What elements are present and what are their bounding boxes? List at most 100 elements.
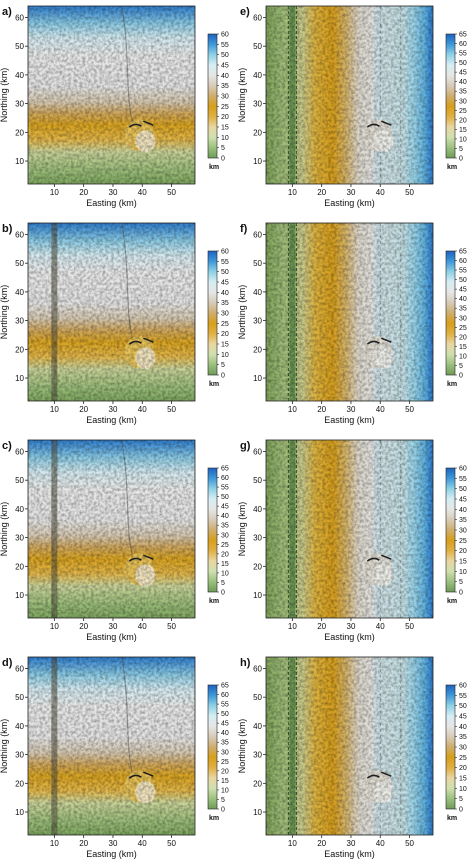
- colorbar-tick-label: 30: [221, 311, 229, 318]
- colorbar: [445, 467, 456, 593]
- y-axis-label: Northing (km): [237, 502, 247, 557]
- y-tick-label: 50: [253, 42, 262, 51]
- panel-label: c): [2, 440, 12, 452]
- colorbar-tick-label: 5: [459, 796, 463, 803]
- y-tick-label: 30: [253, 534, 262, 543]
- y-tick-label: 40: [15, 288, 24, 297]
- colorbar-tick-label: 15: [459, 127, 467, 134]
- panel-label: g): [240, 440, 251, 452]
- colorbar-tick-label: 50: [459, 277, 467, 284]
- colorbar-tick-label: 20: [459, 334, 467, 341]
- y-tick-label: 30: [253, 100, 262, 109]
- colorbar-tick-label: 50: [459, 703, 467, 710]
- colorbar-tick-label: 55: [459, 693, 467, 700]
- y-tick-label: 20: [15, 128, 24, 137]
- colorbar-tick-label: 5: [459, 146, 463, 153]
- colorbar-tick-label: 45: [459, 70, 467, 77]
- colorbar-tick-label: 45: [459, 287, 467, 294]
- colorbar-tick-label: 20: [459, 548, 467, 555]
- colorbar-tick-label: 15: [459, 776, 467, 783]
- colorbar-tick-label: 35: [221, 523, 229, 530]
- colorbar-tick-label: 5: [459, 363, 463, 370]
- x-tick-label: 20: [317, 839, 326, 848]
- y-tick-label: 50: [15, 259, 24, 268]
- colorbar-tick-label: 55: [459, 51, 467, 58]
- hillshade-texture: [266, 223, 433, 401]
- x-tick-label: 50: [167, 405, 176, 414]
- y-tick-label: 10: [15, 808, 24, 817]
- colorbar-tick-label: 0: [459, 156, 463, 163]
- colorbar-tick-label: 15: [221, 342, 229, 349]
- y-tick-label: 30: [15, 100, 24, 109]
- x-tick-label: 40: [376, 622, 385, 631]
- x-tick-label: 50: [405, 188, 414, 197]
- colorbar-tick-label: 45: [459, 497, 467, 504]
- colorbar-tick-label: 55: [221, 259, 229, 266]
- colorbar: [207, 250, 218, 376]
- colorbar-tick-label: 25: [459, 755, 467, 762]
- colorbar-tick-label: 65: [459, 249, 467, 256]
- y-tick-label: 40: [253, 288, 262, 297]
- colorbar-tick-label: 10: [221, 135, 229, 142]
- x-tick-label: 10: [288, 622, 297, 631]
- colorbar-tick-label: 0: [459, 807, 463, 814]
- map-area: [266, 440, 433, 618]
- colorbar: [207, 684, 218, 810]
- x-tick-label: 20: [79, 622, 88, 631]
- y-axis-label: Northing (km): [237, 285, 247, 340]
- colorbar-tick-label: 60: [459, 466, 467, 473]
- colorbar-tick-label: 10: [459, 786, 467, 793]
- colorbar-unit: km: [447, 815, 457, 822]
- colorbar-tick-label: 60: [459, 41, 467, 48]
- x-tick-label: 30: [347, 405, 356, 414]
- colorbar-tick-label: 40: [459, 724, 467, 731]
- y-tick-label: 40: [15, 71, 24, 80]
- x-tick-label: 20: [317, 622, 326, 631]
- colorbar-tick-label: 25: [221, 321, 229, 328]
- colorbar-tick-label: 45: [221, 721, 229, 728]
- x-tick-label: 40: [138, 622, 147, 631]
- colorbar-tick-label: 30: [459, 315, 467, 322]
- y-tick-label: 20: [253, 345, 262, 354]
- x-tick-label: 40: [138, 839, 147, 848]
- plot-frame: [265, 222, 434, 402]
- colorbar-tick-label: 35: [459, 517, 467, 524]
- hillshade-texture: [266, 657, 433, 835]
- colorbar-tick-label: 30: [221, 749, 229, 756]
- x-tick-label: 20: [79, 405, 88, 414]
- colorbar-tick-label: 25: [459, 325, 467, 332]
- x-tick-label: 30: [109, 405, 118, 414]
- colorbar-unit: km: [209, 381, 219, 388]
- colorbar-tick-label: 20: [221, 114, 229, 121]
- colorbar-tick-label: 10: [459, 569, 467, 576]
- colorbar-tick-label: 5: [221, 580, 225, 587]
- colorbar-tick-label: 55: [221, 42, 229, 49]
- colorbar-tick-label: 25: [221, 759, 229, 766]
- colorbar-unit: km: [447, 381, 457, 388]
- x-axis-label: Easting (km): [86, 415, 137, 425]
- x-tick-label: 10: [50, 839, 59, 848]
- y-tick-label: 20: [253, 128, 262, 137]
- x-axis-label: Easting (km): [324, 415, 375, 425]
- panel-label: e): [240, 6, 250, 18]
- colorbar-tick-label: 20: [459, 117, 467, 124]
- colorbar-tick-label: 20: [221, 551, 229, 558]
- colorbar-tick-label: 30: [221, 532, 229, 539]
- colorbar-tick-label: 40: [221, 290, 229, 297]
- y-tick-label: 30: [253, 317, 262, 326]
- hillshade-texture: [266, 6, 433, 184]
- plot-frame: [27, 439, 196, 619]
- y-tick-label: 10: [253, 157, 262, 166]
- x-tick-label: 10: [288, 839, 297, 848]
- y-tick-label: 10: [253, 591, 262, 600]
- panel-label: b): [2, 223, 13, 235]
- colorbar-tick-label: 15: [459, 559, 467, 566]
- y-tick-label: 60: [253, 230, 262, 239]
- x-tick-label: 50: [405, 622, 414, 631]
- colorbar-tick-label: 30: [459, 745, 467, 752]
- plot-frame: [27, 656, 196, 836]
- hillshade-texture: [28, 223, 195, 401]
